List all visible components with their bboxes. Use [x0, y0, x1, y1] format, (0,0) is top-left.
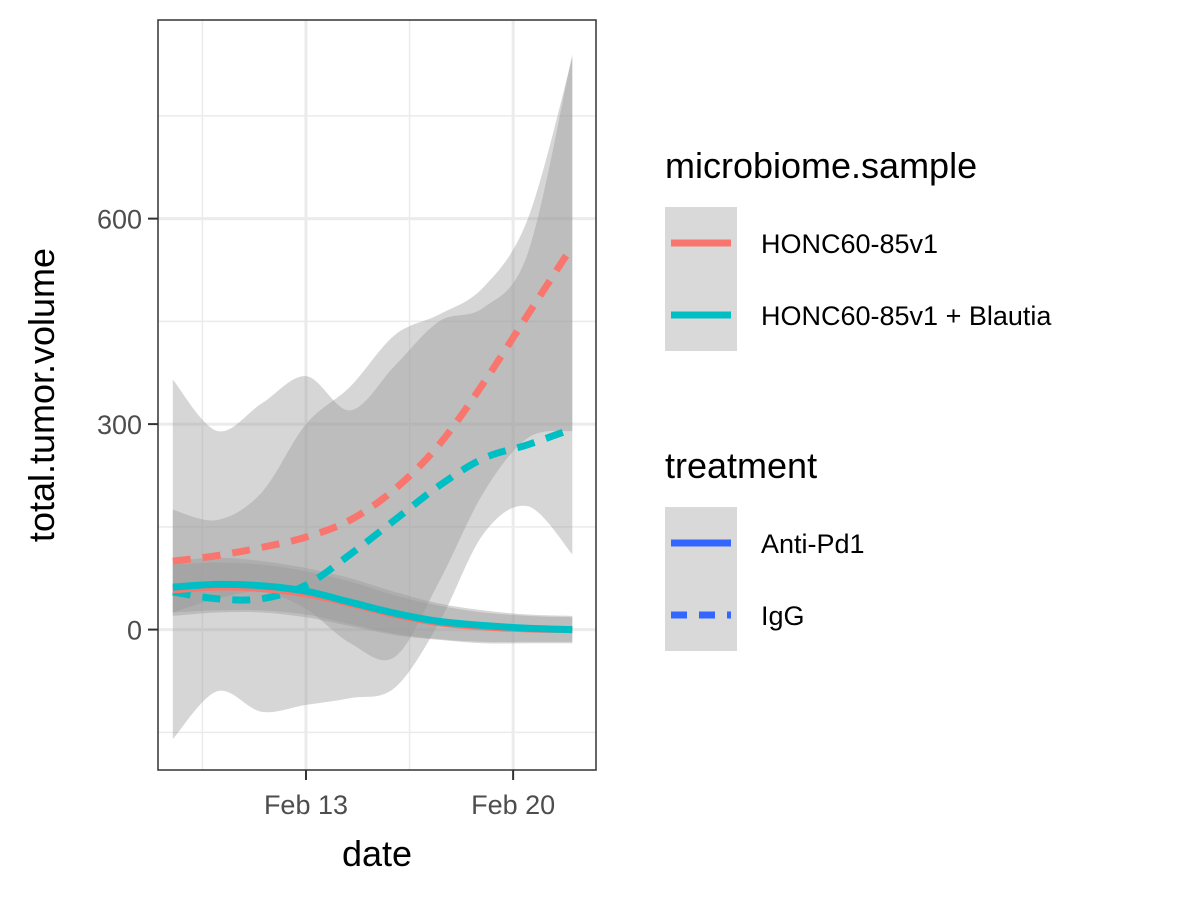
legend-title: treatment	[665, 445, 817, 486]
confidence-band	[172, 57, 573, 661]
legend-label: Anti-Pd1	[761, 529, 865, 559]
x-tick-label: Feb 13	[264, 790, 348, 820]
panel-border	[157, 19, 597, 771]
series-line	[172, 580, 573, 634]
axis-ticks: Feb 13 Feb 20 0 300 600	[97, 205, 555, 820]
y-axis-title: total.tumor.volume	[21, 248, 62, 542]
x-axis-title: date	[342, 833, 412, 874]
legend-label: HONC60-85v1	[761, 229, 938, 259]
y-tick-label: 600	[97, 205, 142, 235]
confidence-band	[172, 557, 573, 643]
series-line	[172, 244, 576, 565]
series-lines	[172, 244, 576, 634]
legend: microbiome.sample HONC60-85v1 HONC60-85v1 …	[665, 145, 1052, 651]
legend-label: IgG	[761, 601, 805, 631]
major-gridlines	[158, 20, 596, 770]
legend-label: HONC60-85v1 + Blautia	[761, 301, 1052, 331]
y-tick-label: 300	[97, 410, 142, 440]
x-tick-label: Feb 20	[471, 790, 555, 820]
confidence-band	[172, 54, 573, 740]
legend-title: microbiome.sample	[665, 145, 977, 186]
y-tick-label: 0	[127, 616, 142, 646]
panel-background	[158, 20, 596, 770]
series-line	[172, 425, 574, 604]
minor-gridlines	[158, 20, 596, 770]
